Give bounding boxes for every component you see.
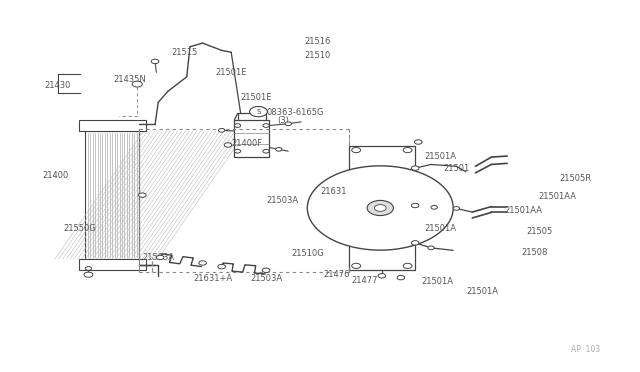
Circle shape	[412, 166, 419, 170]
Circle shape	[415, 140, 422, 144]
Text: 21505R: 21505R	[560, 174, 592, 183]
Circle shape	[403, 148, 412, 153]
Text: 21501AA: 21501AA	[539, 192, 577, 201]
Text: 21400: 21400	[42, 170, 68, 180]
Circle shape	[138, 193, 146, 198]
Circle shape	[199, 261, 207, 265]
Text: 21435N: 21435N	[114, 75, 147, 84]
Text: 21501AA: 21501AA	[504, 206, 542, 215]
Text: 21503A: 21503A	[250, 274, 282, 283]
Text: (3): (3)	[277, 116, 289, 125]
Text: 21501: 21501	[444, 164, 470, 173]
Circle shape	[276, 148, 282, 151]
Circle shape	[84, 272, 93, 277]
Bar	[79, 259, 145, 270]
Circle shape	[397, 275, 404, 280]
Circle shape	[352, 148, 360, 153]
Text: 21508: 21508	[522, 248, 548, 257]
Text: 21501A: 21501A	[425, 224, 457, 232]
Circle shape	[132, 81, 142, 87]
Circle shape	[218, 128, 225, 132]
Circle shape	[262, 268, 270, 272]
Text: 21501A: 21501A	[422, 277, 454, 286]
Bar	[234, 120, 269, 157]
Bar	[79, 120, 145, 131]
Text: 21476: 21476	[323, 270, 349, 279]
Text: 21510G: 21510G	[291, 249, 324, 258]
Circle shape	[234, 124, 241, 127]
Circle shape	[218, 264, 225, 269]
Text: 21516: 21516	[304, 37, 330, 46]
Circle shape	[285, 122, 291, 125]
Text: 21430: 21430	[44, 81, 70, 90]
Text: 21550G: 21550G	[63, 224, 96, 232]
Circle shape	[412, 203, 419, 208]
Circle shape	[234, 149, 241, 153]
Circle shape	[151, 59, 159, 64]
Circle shape	[307, 166, 453, 250]
Text: AP  103: AP 103	[571, 344, 600, 353]
Text: 21501E: 21501E	[241, 93, 272, 102]
Circle shape	[403, 263, 412, 269]
Circle shape	[428, 246, 434, 250]
Text: 21631: 21631	[320, 187, 346, 196]
Circle shape	[263, 149, 269, 153]
Circle shape	[156, 255, 164, 260]
Circle shape	[378, 273, 386, 278]
Text: 08363-6165G: 08363-6165G	[266, 108, 324, 117]
Circle shape	[224, 143, 232, 147]
Text: 21503A: 21503A	[266, 196, 298, 205]
Circle shape	[85, 267, 92, 270]
Text: 21501A: 21501A	[466, 287, 498, 296]
Text: 21501A: 21501A	[425, 152, 457, 161]
Text: 21477: 21477	[352, 276, 378, 285]
Circle shape	[367, 201, 394, 215]
Text: 21503A: 21503A	[142, 253, 175, 262]
Bar	[349, 146, 415, 270]
Text: 21501E: 21501E	[215, 68, 247, 77]
Circle shape	[352, 263, 360, 269]
Circle shape	[374, 205, 386, 211]
Circle shape	[453, 206, 460, 210]
Text: 21510: 21510	[304, 51, 330, 60]
Circle shape	[412, 241, 419, 245]
Bar	[85, 131, 139, 259]
Text: 21505: 21505	[526, 227, 552, 236]
Text: 21631+A: 21631+A	[193, 274, 232, 283]
Text: S: S	[256, 109, 260, 115]
Circle shape	[250, 106, 268, 117]
Text: 21400F: 21400F	[231, 140, 262, 148]
Circle shape	[431, 205, 437, 209]
Circle shape	[263, 124, 269, 127]
Text: 21515: 21515	[171, 48, 197, 57]
